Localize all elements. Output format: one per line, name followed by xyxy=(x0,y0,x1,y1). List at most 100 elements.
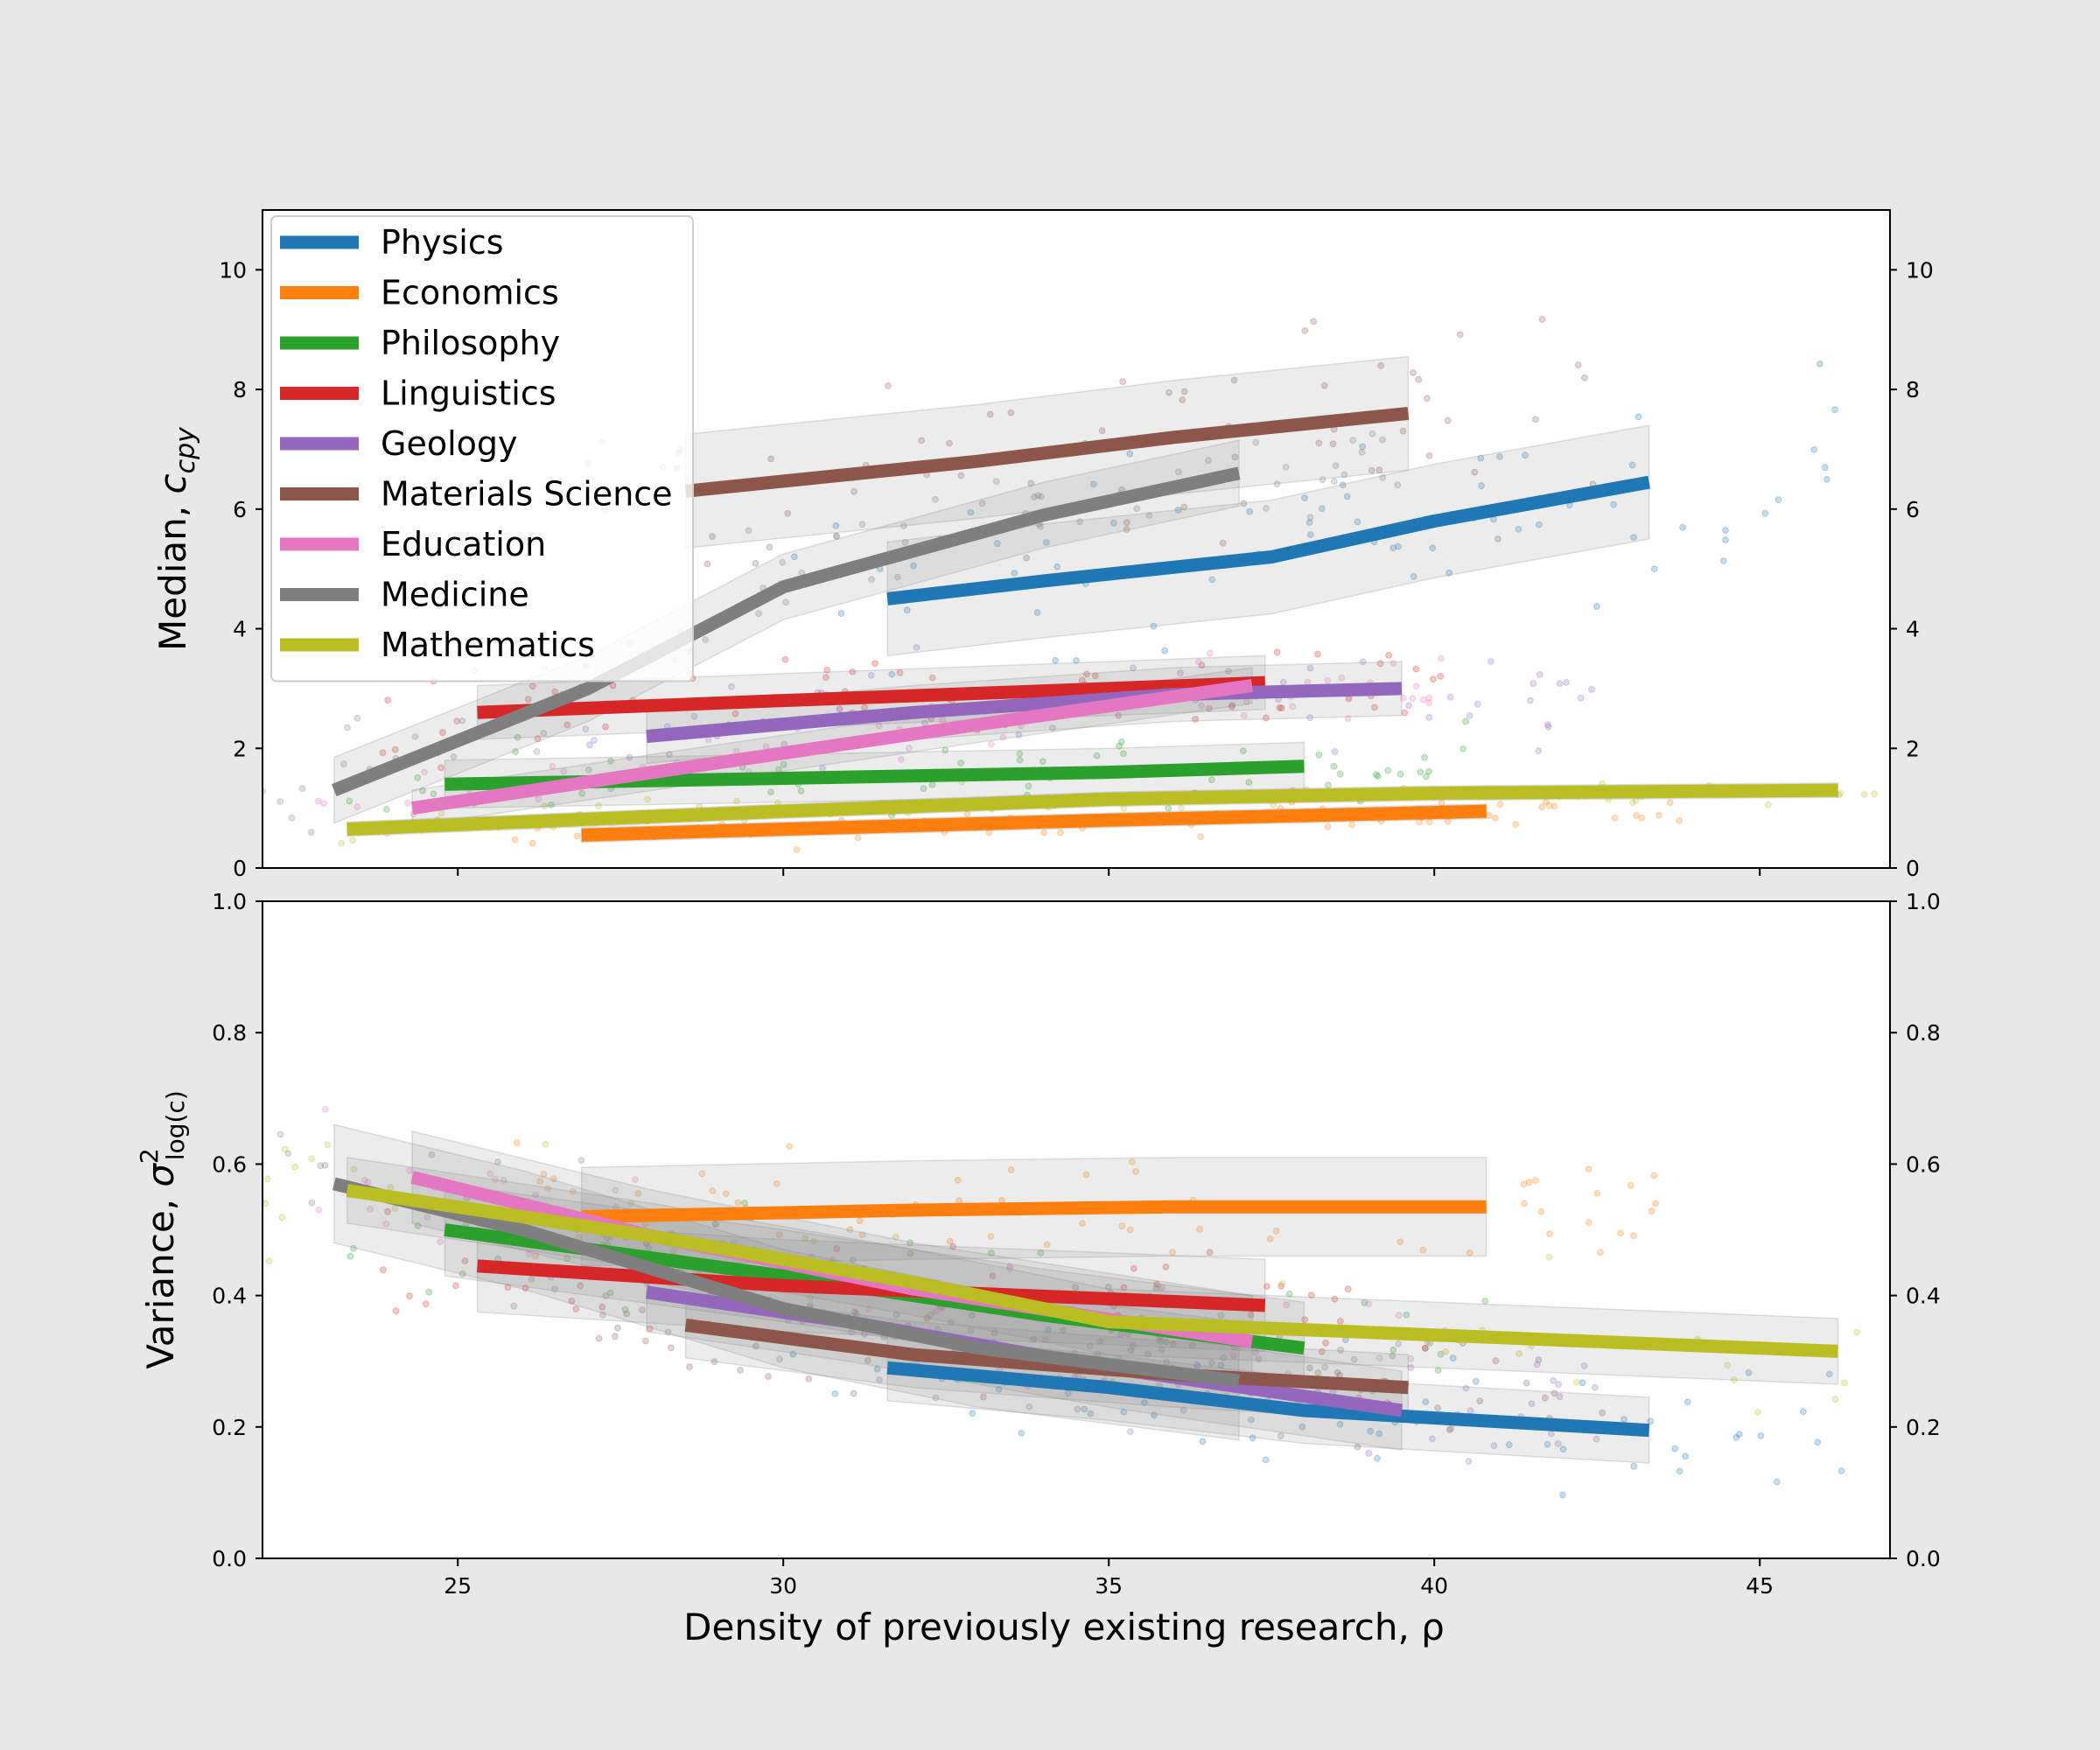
scatter-point xyxy=(1166,388,1172,396)
scatter-point xyxy=(1220,1354,1228,1362)
scatter-point xyxy=(1745,1368,1753,1376)
scatter-point xyxy=(932,1307,940,1315)
scatter-point xyxy=(1528,1400,1536,1408)
scatter-point xyxy=(1421,753,1428,761)
scatter-point xyxy=(421,768,428,776)
scatter-point xyxy=(1041,1336,1049,1343)
scatter-point xyxy=(1385,652,1392,659)
scatter-point xyxy=(1481,1298,1489,1305)
scatter-point xyxy=(1120,1408,1128,1416)
scatter-point xyxy=(782,598,789,606)
scatter-point xyxy=(1306,664,1314,672)
scatter-point xyxy=(307,829,315,836)
scatter-point xyxy=(1359,443,1367,451)
scatter-point xyxy=(263,1175,271,1183)
scatter-point xyxy=(607,757,614,765)
legend-label-philosophy: Philosophy xyxy=(381,324,560,362)
x-tick-label: 30 xyxy=(769,1573,797,1599)
scatter-point xyxy=(1083,670,1090,678)
scatter-point xyxy=(1031,494,1038,500)
scatter-point xyxy=(1390,544,1397,551)
scatter-point xyxy=(823,666,830,674)
scatter-point xyxy=(773,1180,780,1187)
scatter-point xyxy=(1545,1253,1553,1261)
scatter-point xyxy=(570,1187,577,1195)
scatter-point xyxy=(1462,1384,1470,1392)
scatter-point xyxy=(875,722,883,730)
scatter-point xyxy=(1471,468,1479,476)
series-line-linguistics xyxy=(477,676,1266,719)
scatter-point xyxy=(1374,1454,1381,1462)
scatter-point xyxy=(832,522,840,529)
scatter-point xyxy=(340,760,347,767)
scatter-point xyxy=(1301,327,1309,334)
scatter-point xyxy=(1117,1331,1125,1339)
scatter-point xyxy=(644,795,651,803)
scatter-point xyxy=(382,1221,390,1228)
scatter-point xyxy=(666,751,673,759)
scatter-point xyxy=(1115,711,1123,719)
scatter-point xyxy=(928,674,936,682)
scatter-point xyxy=(1319,476,1326,483)
scatter-point xyxy=(1478,482,1485,490)
scatter-point xyxy=(896,668,904,676)
scatter-point xyxy=(602,723,609,731)
scatter-point xyxy=(710,1358,718,1366)
scatter-point xyxy=(1412,665,1420,673)
scatter-point xyxy=(1054,563,1061,570)
scatter-point xyxy=(664,1328,672,1336)
scatter-point xyxy=(927,1311,934,1319)
scatter-point xyxy=(898,756,905,763)
scatter-point xyxy=(1073,657,1080,664)
scatter-point xyxy=(868,576,875,584)
scatter-point xyxy=(1228,703,1236,710)
scatter-point xyxy=(1301,494,1308,501)
scatter-point xyxy=(1205,457,1212,465)
scatter-point xyxy=(1340,471,1348,479)
scatter-point xyxy=(612,1186,620,1194)
scatter-point xyxy=(1314,1369,1322,1376)
scatter-point xyxy=(1348,821,1355,829)
scatter-point xyxy=(1315,439,1323,447)
scatter-point xyxy=(1405,702,1412,710)
scatter-point xyxy=(1853,1328,1861,1336)
scatter-point xyxy=(1324,676,1332,684)
scatter-point xyxy=(1040,829,1048,836)
scatter-point xyxy=(1515,526,1522,533)
scatter-point xyxy=(315,1206,323,1214)
scatter-point xyxy=(536,1178,544,1185)
scatter-point xyxy=(1732,1433,1740,1441)
scatter-point xyxy=(822,674,830,682)
scatter-point xyxy=(793,846,801,853)
scatter-point xyxy=(1679,523,1686,531)
scatter-point xyxy=(1550,1390,1558,1397)
scatter-point xyxy=(1018,1430,1026,1437)
y-tick-label: 0.0 xyxy=(212,1546,247,1572)
scatter-point xyxy=(846,1226,854,1233)
scatter-point xyxy=(990,1329,998,1336)
scatter-point xyxy=(1117,738,1125,746)
scatter-point xyxy=(1525,1179,1533,1186)
scatter-point xyxy=(532,1252,539,1260)
scatter-point xyxy=(1376,660,1384,668)
scatter-point xyxy=(1372,771,1380,779)
scatter-point xyxy=(867,671,875,679)
scatter-point xyxy=(1764,801,1772,808)
scatter-point xyxy=(1048,724,1056,732)
scatter-point xyxy=(364,1179,372,1186)
scatter-point xyxy=(1477,454,1485,462)
scatter-point xyxy=(1593,1189,1601,1197)
scatter-point xyxy=(967,1326,975,1334)
scatter-point xyxy=(1650,565,1658,572)
scatter-point xyxy=(1396,770,1404,778)
y-tick-label: 0.6 xyxy=(212,1152,247,1177)
scatter-point xyxy=(1550,1376,1558,1384)
scatter-point xyxy=(1682,1452,1690,1460)
scatter-point xyxy=(737,1367,744,1374)
scatter-point xyxy=(439,729,446,737)
scatter-point xyxy=(379,1266,387,1274)
scatter-point xyxy=(1376,1354,1383,1362)
scatter-point xyxy=(528,682,536,690)
scatter-point xyxy=(1395,542,1402,550)
scatter-point xyxy=(1399,427,1407,435)
